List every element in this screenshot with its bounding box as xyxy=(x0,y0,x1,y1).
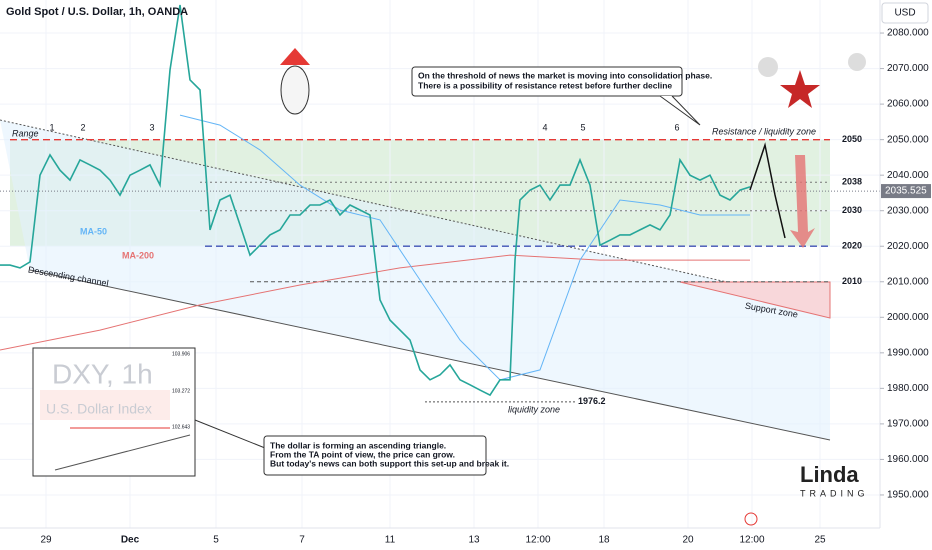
inset-tick: 103.272 xyxy=(172,388,190,394)
inset-trend xyxy=(54,434,191,471)
wave-label: 4 xyxy=(542,122,547,132)
ma200-label: MA-200 xyxy=(122,250,154,260)
ma-line xyxy=(0,254,750,351)
resistance-label: Resistance / liquidity zone xyxy=(712,126,816,136)
chart-title: Gold Spot / U.S. Dollar, 1h, OANDA xyxy=(6,6,188,18)
y-tick-label: 2010.000 xyxy=(887,276,929,287)
ornament xyxy=(758,57,778,77)
bottom-note-line: The dollar is forming an ascending trian… xyxy=(270,440,446,450)
x-tick-label: Dec xyxy=(121,535,140,546)
channel-lower xyxy=(29,269,831,441)
decorations xyxy=(280,48,866,115)
wave-label: 1 xyxy=(49,122,54,132)
x-tick-label: 5 xyxy=(213,535,219,546)
top-note-line: On the threshold of news the market is m… xyxy=(418,70,712,80)
news-icon[interactable] xyxy=(744,512,758,526)
top-note-tail xyxy=(659,95,701,126)
x-tick-label: 25 xyxy=(814,535,826,546)
y-tick-label: 2050.000 xyxy=(887,134,929,145)
wave-label: 2 xyxy=(80,122,85,132)
logo-name: Linda xyxy=(800,462,859,487)
y-tick-label: 2040.000 xyxy=(887,170,929,181)
top-note-line: There is a possibility of resistance ret… xyxy=(418,80,672,90)
level-label: 2020 xyxy=(842,241,862,251)
y-tick-label: 2030.000 xyxy=(887,205,929,216)
level-label: 1976.2 xyxy=(578,396,606,406)
y-tick-label: 2070.000 xyxy=(887,63,929,74)
inset-subtitle: U.S. Dollar Index xyxy=(46,401,152,417)
y-tick-label: 2080.000 xyxy=(887,28,929,39)
last-price-label: 2035.525 xyxy=(885,186,927,197)
bottom-note-box xyxy=(263,435,487,476)
bottom-note-tail xyxy=(194,419,266,449)
ma-line xyxy=(179,114,750,381)
price-line xyxy=(0,4,751,397)
logo: Linda TRADING xyxy=(744,462,869,526)
x-tick-label: 29 xyxy=(40,535,52,546)
x-tick-label: 18 xyxy=(598,535,610,546)
last-price-tag xyxy=(881,184,931,199)
x-tick-label: 12:00 xyxy=(525,535,550,546)
y-tick-label: 1980.000 xyxy=(887,383,929,394)
inset-tick: 102.643 xyxy=(172,424,190,430)
y-tick-label: 1950.000 xyxy=(887,490,929,501)
ornament xyxy=(848,53,866,71)
channel-upper xyxy=(0,119,831,306)
range-label: Range xyxy=(12,128,39,138)
x-tick-label: 20 xyxy=(682,535,694,546)
santa-hat xyxy=(280,48,310,65)
logo-tagline: TRADING xyxy=(800,488,869,498)
star xyxy=(780,70,820,108)
inset-tick: 103.906 xyxy=(172,351,190,357)
level-label: 2050 xyxy=(842,134,862,144)
inset: DXY, 1h U.S. Dollar Index 103.906 103.27… xyxy=(32,347,196,477)
ma50-label: MA-50 xyxy=(80,226,107,236)
x-tick-label: 7 xyxy=(299,535,305,546)
level-label: 2038 xyxy=(842,177,862,187)
decline-arrow xyxy=(790,155,815,248)
wave-label: 5 xyxy=(580,122,585,132)
projection-arrow xyxy=(749,142,786,239)
top-note-box xyxy=(411,66,683,97)
y-tick-label: 2060.000 xyxy=(887,99,929,110)
y-tick-label: 1990.000 xyxy=(887,347,929,358)
x-tick-label: 13 xyxy=(468,535,480,546)
currency[interactable]: USD xyxy=(894,8,915,19)
y-tick-label: 1960.000 xyxy=(887,454,929,465)
y-tick-label: 2000.000 xyxy=(887,312,929,323)
x-tick-label: 12:00 xyxy=(739,535,764,546)
liquidity-label: liquidity zone xyxy=(508,404,560,414)
x-tick-label: 11 xyxy=(385,535,396,546)
y-tick-label: 2020.000 xyxy=(887,241,929,252)
y-tick-label: 1970.000 xyxy=(887,419,929,430)
inset-zone xyxy=(40,390,170,420)
level-label: 2030 xyxy=(842,205,862,215)
wave-label: 6 xyxy=(674,122,679,132)
wave-label: 3 xyxy=(149,122,154,132)
bottom-note-line: But today's news can both support this s… xyxy=(270,458,509,468)
bottom-note-line: From the TA point of view, the price can… xyxy=(270,449,455,459)
currency-box[interactable] xyxy=(881,2,929,24)
level-label: 2010 xyxy=(842,276,862,286)
plot xyxy=(0,4,880,403)
meme-face xyxy=(280,65,310,115)
inset-title: DXY, 1h xyxy=(52,358,153,389)
